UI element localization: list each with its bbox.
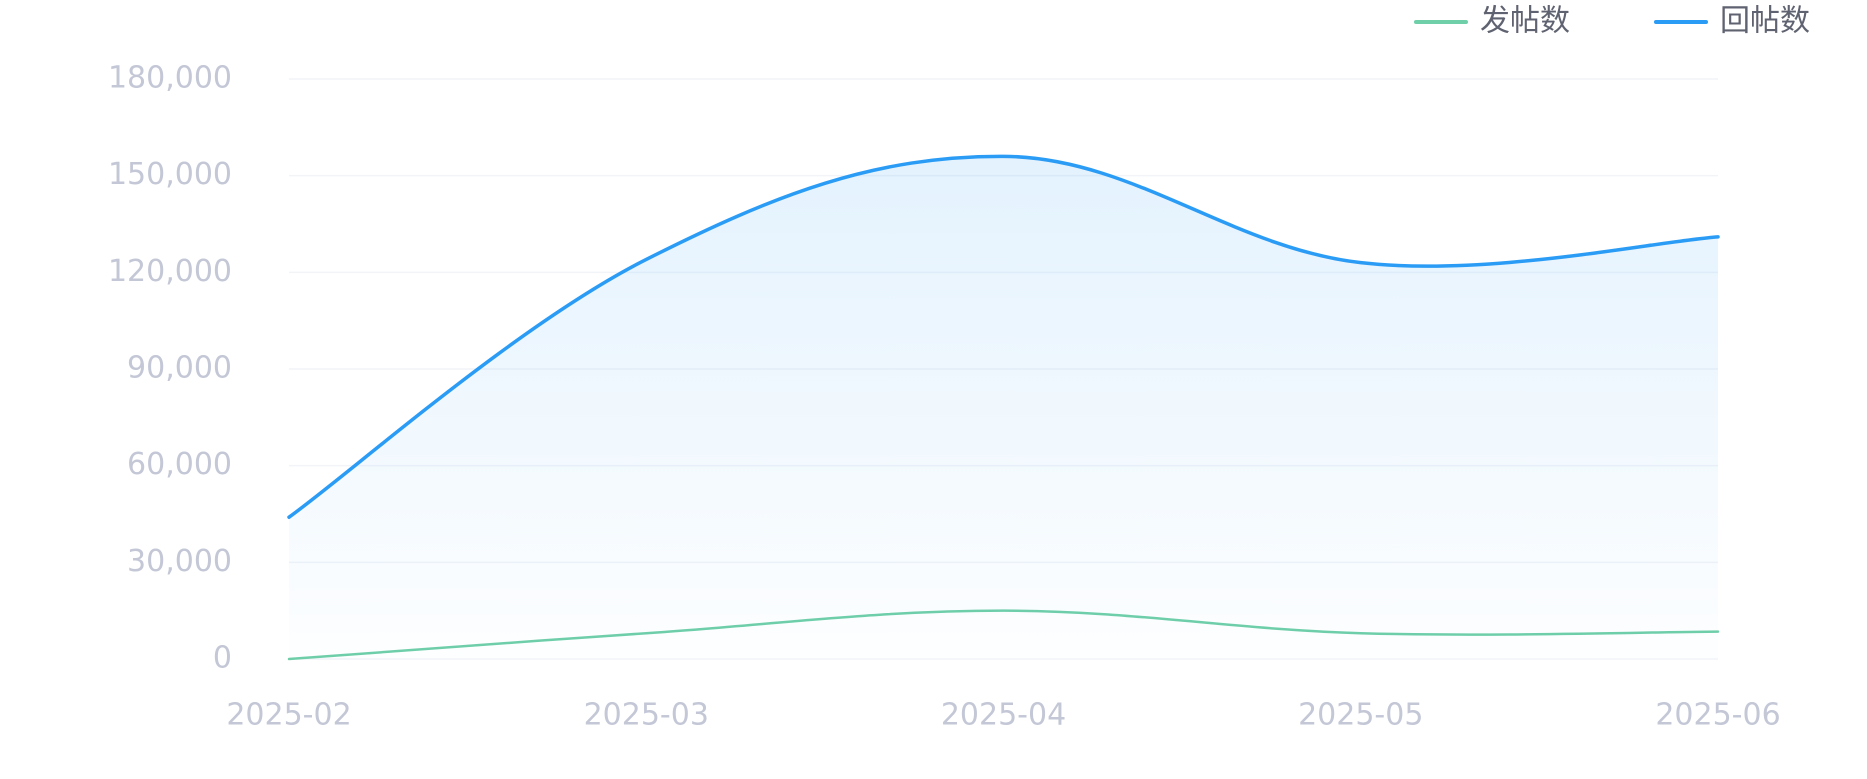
y-tick-label: 0 [213, 641, 232, 676]
y-tick-label: 60,000 [127, 447, 232, 482]
x-tick-label: 2025-02 [226, 698, 351, 733]
x-tick-label: 2025-06 [1655, 698, 1780, 733]
legend-swatch [1414, 20, 1468, 24]
legend-label: 发帖数 [1480, 4, 1570, 39]
legend-item[interactable]: 回帖数 [1654, 4, 1810, 39]
legend-label: 回帖数 [1720, 4, 1810, 39]
y-tick-label: 150,000 [108, 157, 232, 192]
y-tick-label: 30,000 [127, 544, 232, 579]
series-line[interactable] [287, 154, 1720, 519]
series-group [287, 154, 1720, 661]
legend-swatch [1654, 20, 1708, 24]
x-tick-label: 2025-05 [1298, 698, 1423, 733]
x-tick-label: 2025-03 [584, 698, 709, 733]
legend[interactable]: 发帖数 回帖数 [1414, 4, 1810, 39]
series-area [289, 156, 1718, 659]
y-axis: 0 30,000 60,000 90,000 120,000 150,000 180,000 [108, 61, 232, 676]
y-tick-label: 120,000 [108, 254, 232, 289]
y-tick-label: 180,000 [108, 61, 232, 96]
legend-item[interactable]: 发帖数 [1414, 4, 1570, 39]
x-tick-label: 2025-04 [941, 698, 1066, 733]
y-tick-label: 90,000 [127, 351, 232, 386]
x-axis: 2025-02 2025-03 2025-04 2025-05 2025-06 [226, 698, 1780, 733]
